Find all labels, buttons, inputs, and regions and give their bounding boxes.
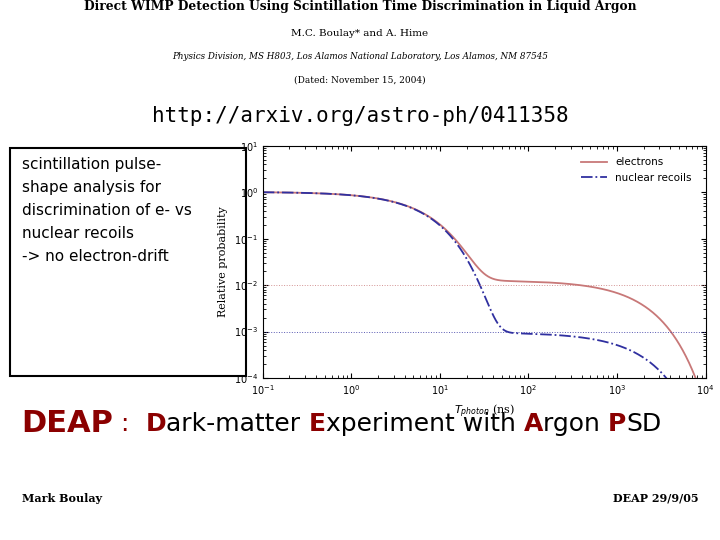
Text: SD: SD xyxy=(626,412,661,436)
electrons xyxy=(701,404,710,410)
Text: rgon: rgon xyxy=(543,412,608,436)
FancyBboxPatch shape xyxy=(9,148,246,376)
X-axis label: $T_{photon}$ (ns): $T_{photon}$ (ns) xyxy=(454,402,515,420)
Text: Direct WIMP Detection Using Scintillation Time Discrimination in Liquid Argon: Direct WIMP Detection Using Scintillatio… xyxy=(84,0,636,13)
Text: M.C. Boulay* and A. Hime: M.C. Boulay* and A. Hime xyxy=(292,29,428,38)
Text: D: D xyxy=(146,412,166,436)
electrons xyxy=(645,306,654,313)
Text: http://arxiv.org/astro-ph/0411358: http://arxiv.org/astro-ph/0411358 xyxy=(152,106,568,126)
Text: DEAP: DEAP xyxy=(22,409,114,438)
Text: scintillation pulse-
shape analysis for
discrimination of e- vs
nuclear recoils
: scintillation pulse- shape analysis for … xyxy=(22,158,192,264)
Legend: electrons, nuclear recoils: electrons, nuclear recoils xyxy=(577,153,696,187)
Text: P: P xyxy=(608,412,626,436)
Line: nuclear recoils: nuclear recoils xyxy=(263,192,706,459)
Line: electrons: electrons xyxy=(263,192,706,407)
electrons xyxy=(258,189,267,195)
Y-axis label: Relative probability: Relative probability xyxy=(218,206,228,318)
Text: :: : xyxy=(114,412,146,436)
nuclear recoils xyxy=(258,189,267,195)
Text: Mark Boulay: Mark Boulay xyxy=(22,493,102,504)
nuclear recoils xyxy=(309,190,318,197)
electrons xyxy=(428,215,437,222)
electrons xyxy=(336,191,344,198)
Text: DEAP 29/9/05: DEAP 29/9/05 xyxy=(613,493,698,504)
Text: Physics Division, MS H803, Los Alamos National Laboratory, Los Alamos, NM 87545: Physics Division, MS H803, Los Alamos Na… xyxy=(172,52,548,62)
Text: xperiment with: xperiment with xyxy=(325,412,523,436)
nuclear recoils xyxy=(336,191,344,198)
nuclear recoils xyxy=(447,234,456,241)
electrons xyxy=(693,378,701,384)
nuclear recoils xyxy=(428,217,437,223)
nuclear recoils xyxy=(693,430,701,437)
Text: ark-matter: ark-matter xyxy=(166,412,309,436)
nuclear recoils xyxy=(645,359,654,365)
Text: A: A xyxy=(523,412,543,436)
nuclear recoils xyxy=(701,456,710,462)
Text: E: E xyxy=(309,412,325,436)
electrons xyxy=(447,232,456,239)
Text: (Dated: November 15, 2004): (Dated: November 15, 2004) xyxy=(294,76,426,85)
electrons xyxy=(309,190,318,197)
